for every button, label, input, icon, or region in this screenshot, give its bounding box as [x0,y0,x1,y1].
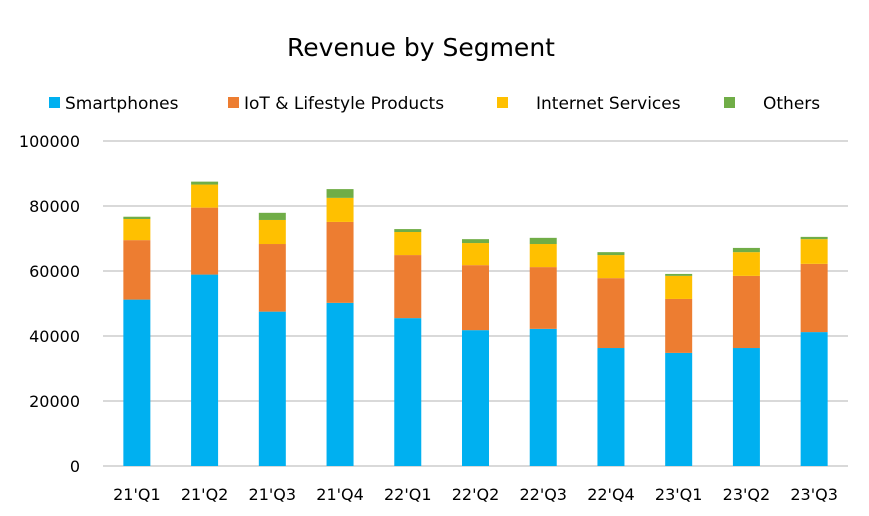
bar-stack [191,181,219,466]
bar-segment-others [732,247,760,253]
y-tick-label: 0 [70,457,80,476]
legend-swatch [724,97,735,108]
x-tick-label: 22'Q4 [587,485,635,504]
bar-segment-smartphones [732,348,760,466]
legend-swatch [497,97,508,108]
y-tick-label: 20000 [29,392,80,411]
bar-stack [394,229,422,467]
bar-segment-smartphones [394,318,422,467]
bar-segment-internet-services [394,232,422,256]
y-axis-ticks: 0 20000 40000 60000 80000 100000 [19,132,80,476]
bars [123,181,828,467]
bar-segment-others [123,216,151,219]
bar-segment-iot-lifestyle-products [462,265,489,331]
bar-segment-internet-services [732,252,760,276]
legend-item: Others [724,94,820,114]
bar-segment-others [665,273,693,276]
bar-segment-internet-services [326,197,354,222]
x-tick-label: 21'Q1 [113,485,161,504]
bar-segment-smartphones [462,330,489,466]
bar-stack [462,239,489,466]
bar-segment-internet-services [123,219,151,241]
bar-stack [800,236,828,466]
x-tick-label: 23'Q3 [790,485,838,504]
x-tick-label: 21'Q4 [316,485,364,504]
bar-segment-others [258,212,286,220]
bar-segment-smartphones [191,274,219,466]
y-tick-label: 80000 [29,197,80,216]
bar-segment-iot-lifestyle-products [326,221,354,303]
x-tick-label: 22'Q3 [519,485,567,504]
bar-segment-smartphones [529,328,557,466]
bar-stack [732,247,760,466]
bar-segment-iot-lifestyle-products [394,255,422,319]
bar-segment-iot-lifestyle-products [529,267,557,329]
legend-label: Smartphones [65,94,179,114]
bar-segment-internet-services [191,184,219,208]
bar-segment-internet-services [665,275,693,299]
legend-label: Internet Services [536,94,681,114]
bar-segment-internet-services [529,244,557,268]
bar-segment-smartphones [597,348,625,466]
bar-segment-smartphones [123,299,151,466]
legend-label: Others [763,94,820,114]
bar-stack [597,252,625,466]
x-tick-label: 22'Q2 [452,485,500,504]
bar-segment-iot-lifestyle-products [597,278,625,349]
bar-segment-others [597,252,625,256]
bar-segment-others [394,229,422,232]
bar-segment-iot-lifestyle-products [123,240,151,300]
bar-segment-smartphones [258,311,286,467]
bar-segment-internet-services [597,255,625,279]
bar-segment-smartphones [326,302,354,466]
bar-segment-others [800,236,828,240]
legend-swatch [228,97,239,108]
legend-item: Internet Services [497,94,681,114]
bar-segment-others [191,181,219,185]
bar-segment-others [462,239,489,244]
bar-segment-iot-lifestyle-products [191,207,219,275]
bar-segment-iot-lifestyle-products [665,298,693,353]
x-tick-label: 22'Q1 [384,485,432,504]
legend-item: Smartphones [49,94,179,114]
bar-stack [258,212,286,467]
x-tick-label: 23'Q1 [655,485,703,504]
bar-segment-internet-services [462,243,489,266]
bar-segment-iot-lifestyle-products [258,244,286,312]
legend-item: IoT & Lifestyle Products [228,94,444,114]
bar-segment-internet-services [800,239,828,264]
x-tick-label: 21'Q2 [181,485,229,504]
legend-swatch [49,97,60,108]
bar-segment-iot-lifestyle-products [800,263,828,333]
x-axis-ticks: 21'Q1 21'Q2 21'Q3 21'Q4 22'Q1 22'Q2 22'Q3 22'Q4… [113,485,838,504]
bar-segment-others [529,237,557,245]
bar-stack [665,273,693,466]
bar-segment-smartphones [665,352,693,466]
bar-stack [326,189,354,466]
y-tick-label: 100000 [19,132,80,151]
y-tick-label: 40000 [29,327,80,346]
x-tick-label: 23'Q2 [723,485,771,504]
bar-segment-smartphones [800,332,828,466]
chart-title: Revenue by Segment [287,33,555,62]
x-tick-label: 21'Q3 [249,485,297,504]
bar-stack [123,216,151,466]
y-tick-label: 60000 [29,262,80,281]
legend-label: IoT & Lifestyle Products [244,94,444,114]
bar-segment-others [326,189,354,198]
bar-stack [529,237,557,466]
bar-segment-internet-services [258,219,286,245]
legend: Smartphones IoT & Lifestyle Products Inter… [49,94,820,114]
bar-segment-iot-lifestyle-products [732,275,760,349]
